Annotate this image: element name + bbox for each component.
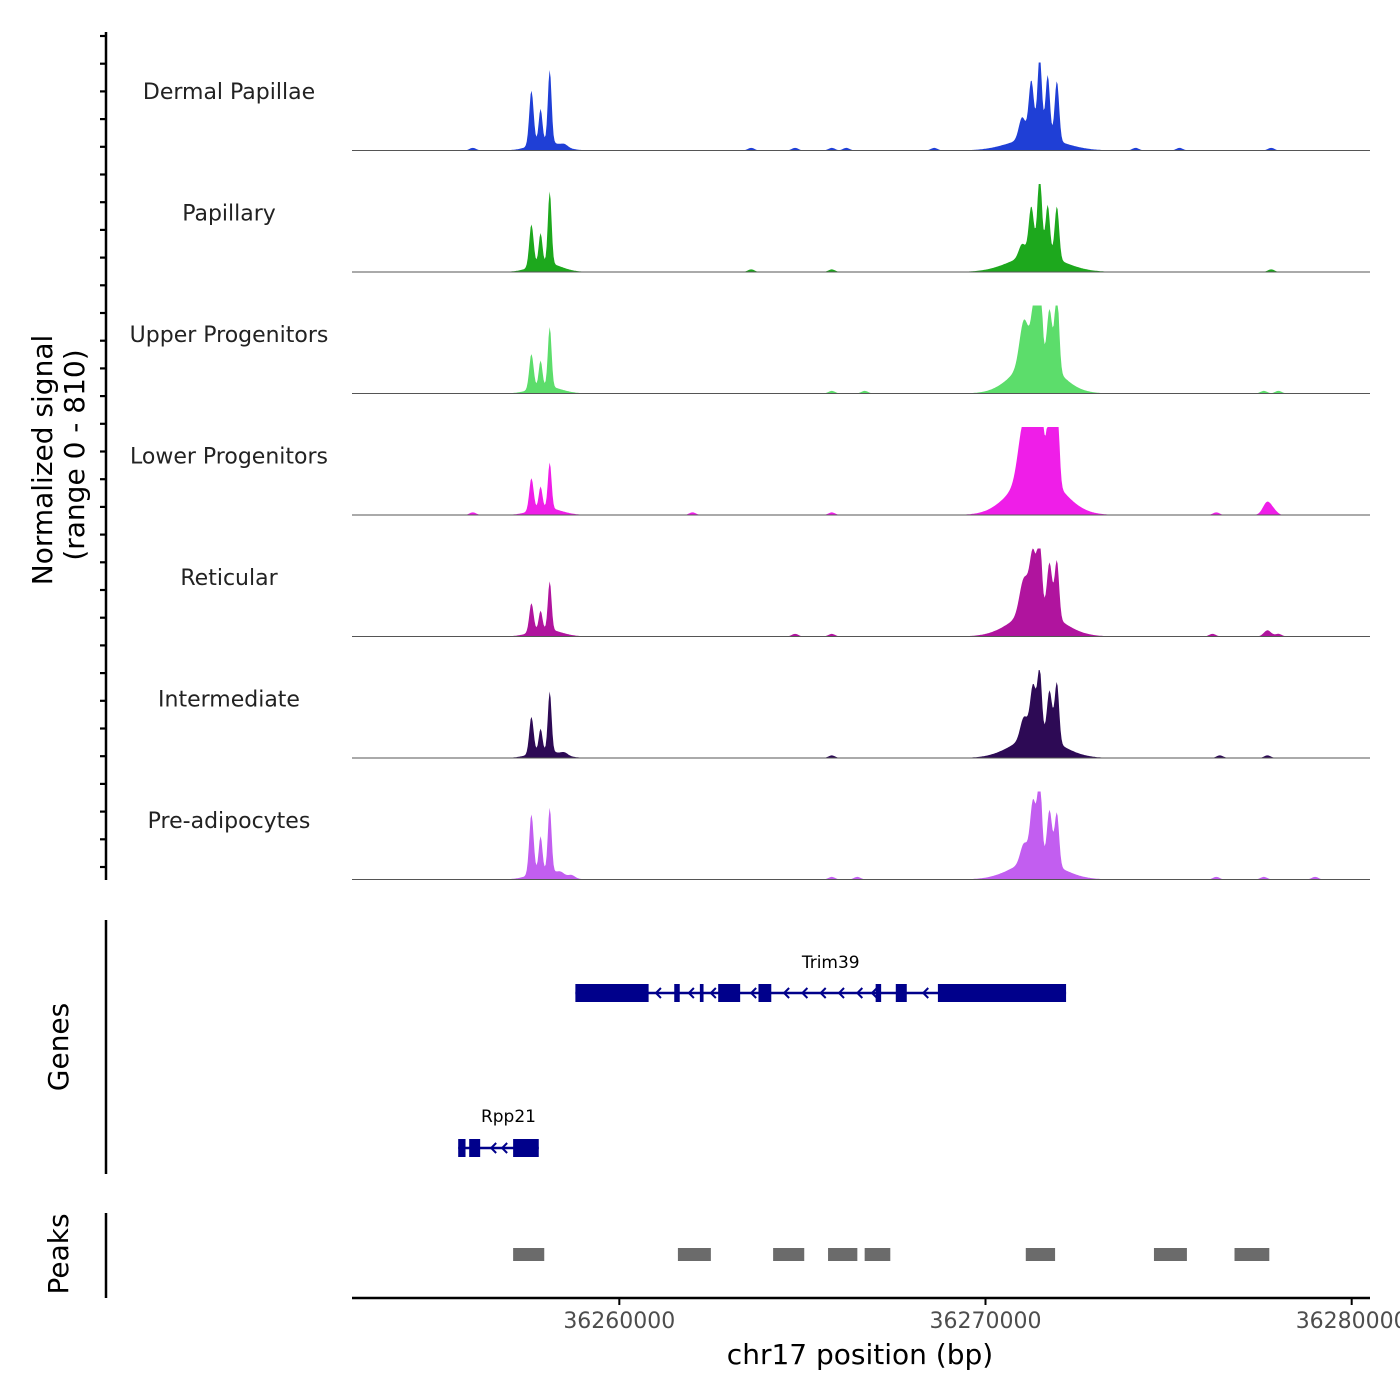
gene-exon	[575, 984, 649, 1002]
y-axis-title-line2: (range 0 - 810)	[58, 349, 91, 560]
strand-arrow	[870, 987, 878, 999]
gene-model: Rpp21	[458, 1107, 539, 1157]
peaks-axis-title: Peaks	[42, 1213, 75, 1294]
gene-exon	[895, 984, 907, 1002]
gene-exon	[458, 1139, 466, 1157]
coverage-area	[352, 184, 1370, 272]
gene-label: Trim39	[801, 953, 860, 973]
peak-region	[773, 1248, 805, 1261]
track-label: Pre-adipocytes	[148, 809, 311, 834]
coverage-panel: Dermal Papillae Papillary Upper Progenitor…	[130, 62, 1370, 880]
x-tick-label: 36280000	[1296, 1309, 1400, 1334]
track-label: Dermal Papillae	[143, 80, 315, 105]
coverage-area	[352, 548, 1370, 637]
strand-arrow	[819, 987, 827, 999]
coverage-area	[352, 427, 1370, 515]
peak-region	[864, 1248, 891, 1261]
x-axis: 36260000 36270000 36280000	[563, 1298, 1400, 1334]
strand-arrow	[749, 987, 757, 999]
peaks-panel	[513, 1248, 1270, 1261]
genes-axis-title: Genes	[42, 1003, 75, 1091]
strand-arrow	[489, 1142, 497, 1154]
gene-exon	[674, 984, 680, 1002]
peak-region	[1025, 1248, 1056, 1261]
strand-arrow	[855, 987, 864, 999]
gene-model: Trim39	[575, 953, 1067, 1002]
strand-arrow	[687, 987, 695, 999]
peak-region	[513, 1248, 545, 1261]
y-axis-title-line1: Normalized signal	[26, 335, 59, 586]
track-label: Papillary	[182, 202, 276, 227]
coverage-area	[352, 305, 1370, 394]
gene-label: Rpp21	[481, 1107, 536, 1127]
genes-panel: Trim39 Rpp21	[458, 953, 1067, 1157]
strand-arrow	[709, 987, 717, 999]
coverage-track: Reticular	[180, 548, 1370, 637]
coverage-area	[352, 62, 1370, 151]
gene-exon	[937, 984, 1067, 1002]
coverage-y-axis-ticks	[100, 34, 106, 869]
track-label: Lower Progenitors	[130, 445, 328, 470]
peak-region	[677, 1248, 711, 1261]
gene-exon	[699, 984, 704, 1002]
track-label: Reticular	[180, 566, 278, 591]
coverage-track: Pre-adipocytes	[148, 791, 1370, 880]
gene-exon	[513, 1139, 539, 1157]
peak-region	[1153, 1248, 1187, 1261]
coverage-track: Upper Progenitors	[130, 305, 1370, 394]
gene-exon	[718, 984, 741, 1002]
strand-arrow	[500, 1142, 508, 1154]
x-tick-label: 36260000	[563, 1309, 675, 1334]
strand-arrow	[782, 987, 790, 999]
gene-exon	[469, 1139, 481, 1157]
coverage-track: Intermediate	[158, 670, 1370, 759]
coverage-area	[352, 670, 1370, 758]
coverage-track: Dermal Papillae	[143, 62, 1370, 151]
gene-exon	[875, 984, 882, 1002]
coverage-area	[352, 791, 1370, 880]
strand-arrow	[837, 987, 845, 999]
gene-exon	[758, 984, 772, 1002]
track-label: Upper Progenitors	[130, 323, 329, 348]
x-axis-title: chr17 position (bp)	[727, 1338, 993, 1371]
strand-arrow	[654, 987, 662, 999]
peak-region	[828, 1248, 858, 1261]
peak-region	[1234, 1248, 1270, 1261]
x-tick-label: 36270000	[930, 1309, 1042, 1334]
track-label: Intermediate	[158, 688, 300, 713]
strand-arrow	[800, 987, 809, 999]
strand-arrow	[921, 987, 929, 999]
coverage-track: Papillary	[182, 184, 1370, 273]
coverage-track: Lower Progenitors	[130, 427, 1370, 516]
